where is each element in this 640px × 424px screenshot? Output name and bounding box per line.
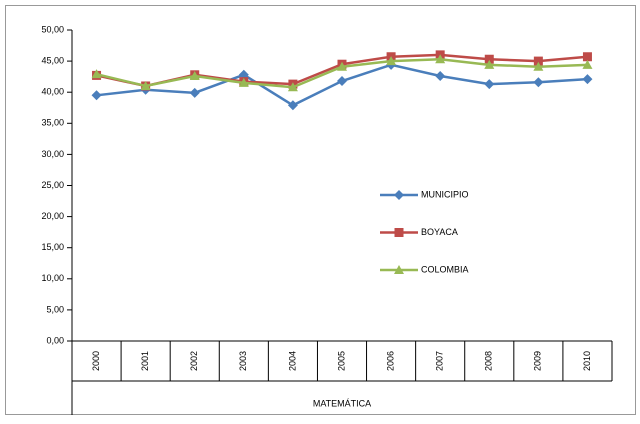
data-point — [435, 71, 446, 82]
data-point — [337, 76, 347, 87]
data-point — [484, 79, 495, 90]
data-point — [140, 80, 151, 90]
y-tick-label: 10,00 — [41, 273, 64, 283]
y-tick-label: 5,00 — [46, 304, 64, 314]
data-point — [287, 100, 298, 111]
data-point — [238, 77, 249, 87]
data-point — [582, 59, 593, 69]
x-tick-label: 2006 — [385, 351, 395, 371]
x-tick-label: 2009 — [533, 351, 543, 371]
x-tick-label: 2004 — [287, 351, 297, 371]
x-tick-label: 2008 — [484, 351, 494, 371]
y-tick-label: 45,00 — [41, 55, 64, 65]
y-tick-label: 25,00 — [41, 180, 64, 190]
x-tick-label: 2003 — [238, 351, 248, 371]
y-tick-label: 30,00 — [41, 149, 64, 159]
data-point — [287, 82, 298, 92]
y-tick-label: 40,00 — [41, 87, 64, 97]
data-point — [386, 56, 397, 66]
data-point — [533, 56, 543, 66]
data-point — [91, 90, 102, 101]
x-axis-label: MATEMÁTICA — [313, 398, 371, 408]
data-point — [337, 61, 347, 71]
data-point — [91, 69, 102, 79]
y-tick-label: 50,00 — [41, 24, 64, 34]
x-tick-label: 2000 — [91, 351, 101, 371]
legend-marker — [394, 190, 404, 200]
data-point — [435, 54, 446, 64]
y-tick-label: 20,00 — [41, 211, 64, 221]
legend-label: COLOMBIA — [421, 264, 469, 274]
y-tick-label: 0,00 — [46, 335, 64, 345]
x-tick-label: 2002 — [189, 351, 199, 371]
legend-label: BOYACA — [421, 227, 458, 237]
data-point — [582, 74, 593, 85]
x-tick-label: 2001 — [140, 351, 150, 371]
y-tick-label: 15,00 — [41, 242, 64, 252]
data-point — [533, 61, 544, 71]
data-point — [484, 54, 494, 64]
data-point — [189, 87, 200, 98]
data-point — [582, 52, 592, 62]
data-point — [189, 71, 200, 81]
data-point — [533, 77, 544, 88]
legend-marker — [394, 228, 404, 237]
legend-label: MUNICIPIO — [421, 189, 469, 199]
x-tick-label: 2005 — [336, 351, 346, 371]
x-tick-label: 2007 — [435, 351, 445, 371]
data-point — [484, 59, 495, 69]
x-tick-label: 2010 — [582, 351, 592, 371]
y-tick-label: 35,00 — [41, 118, 64, 128]
legend-marker — [394, 265, 404, 274]
